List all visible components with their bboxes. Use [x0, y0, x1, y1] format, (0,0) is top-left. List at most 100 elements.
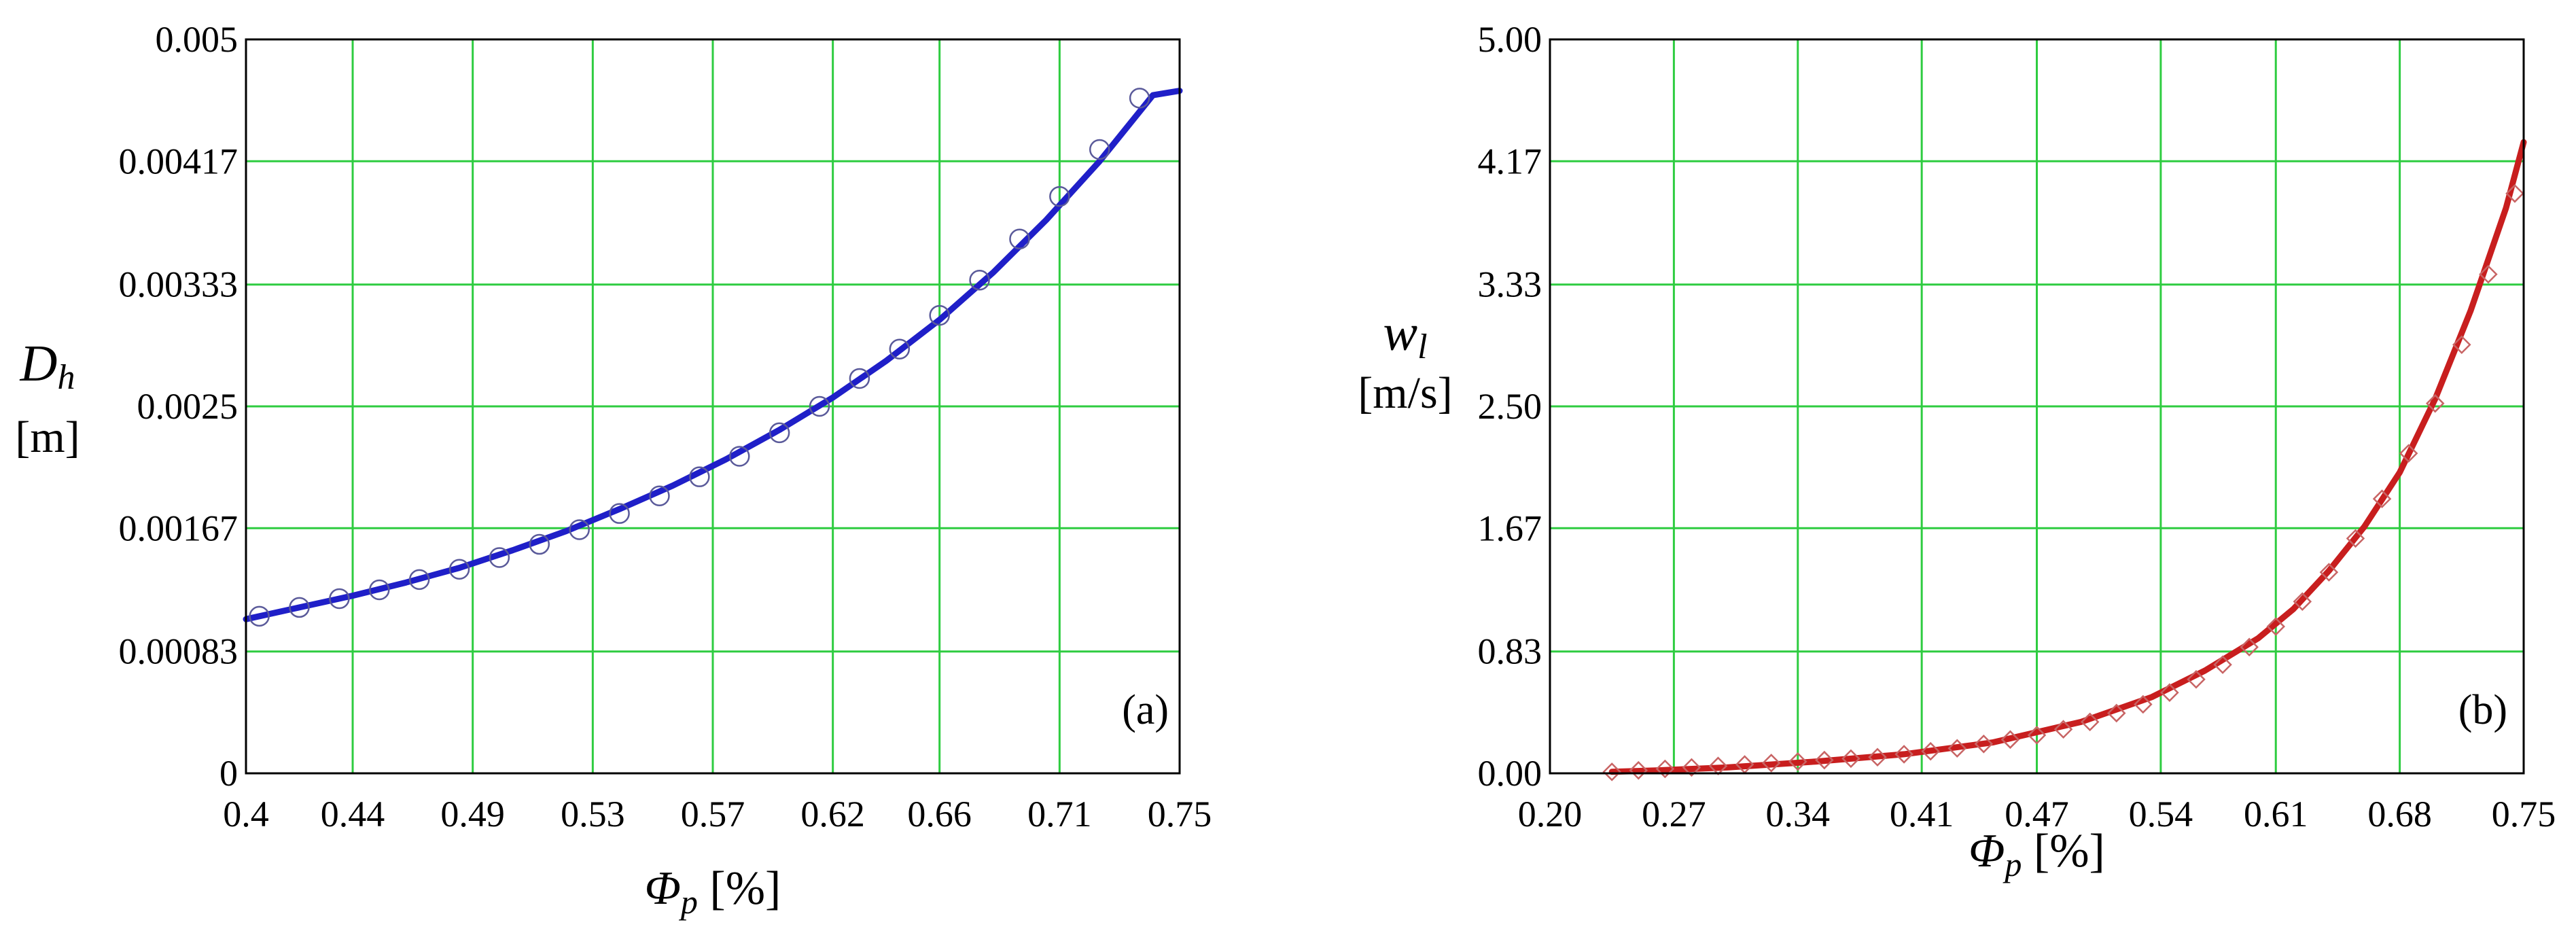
x-tick-label: 0.53 [561, 794, 625, 834]
x-tick-label: 0.4 [223, 794, 269, 834]
data-point [2319, 563, 2339, 582]
data-point [2106, 703, 2126, 723]
data-point [289, 597, 310, 618]
data-point [2452, 335, 2471, 355]
x-axis-label: Φp [%] [645, 862, 781, 921]
x-tick-label: 0.34 [1766, 794, 1831, 834]
data-point [2080, 712, 2100, 732]
data-point [1868, 747, 1887, 767]
data-point [689, 466, 710, 487]
x-tick-label: 0.66 [907, 794, 972, 834]
y-tick-label: 5.00 [1478, 19, 1542, 60]
data-point [1921, 741, 1940, 761]
data-point [2213, 655, 2232, 674]
data-point [2134, 694, 2153, 714]
y-tick-label: 0.00167 [119, 508, 239, 548]
data-point [1815, 750, 1834, 770]
y-tick-label: 4.17 [1478, 141, 1542, 181]
y-tick-label: 0.83 [1478, 631, 1542, 672]
y-tick-label: 0.00 [1478, 753, 1542, 794]
data-point [849, 368, 870, 389]
y-axis-label: wl [1383, 304, 1427, 366]
data-point [1602, 762, 1621, 781]
data-point [649, 485, 670, 507]
data-point [448, 559, 470, 580]
data-point [569, 519, 590, 540]
x-axis-label: Φp [%] [1969, 825, 2105, 883]
data-point [1655, 759, 1675, 779]
x-tick-label: 0.41 [1890, 794, 1954, 834]
data-point [369, 579, 390, 601]
data-point [1788, 752, 1807, 771]
y-tick-label: 3.33 [1478, 264, 1542, 305]
series-line [243, 88, 1183, 622]
x-tick-label: 0.75 [1148, 794, 1212, 834]
data-point [2399, 444, 2418, 463]
y-axis-unit: [m/s] [1358, 368, 1452, 418]
data-point [2479, 264, 2498, 284]
data-point [1974, 735, 1994, 754]
x-tick-label: 0.27 [1642, 794, 1706, 834]
data-point [2187, 669, 2206, 689]
data-point [1682, 758, 1701, 777]
data-point [2053, 720, 2073, 739]
data-point [2372, 489, 2392, 508]
chart-panel-a: 0 0.00083 0.00167 0.0025 0.00333 0.00417 0.005… [15, 19, 1212, 921]
data-point [1089, 139, 1110, 160]
y-tick-label: 0.005 [156, 19, 239, 60]
x-tick-label: 0.71 [1027, 794, 1092, 834]
data-point [408, 569, 430, 591]
panel-label: (b) [2458, 687, 2507, 733]
data-point [2027, 726, 2047, 745]
data-point [929, 304, 950, 326]
x-tick-label: 0.49 [440, 794, 505, 834]
data-point [969, 269, 990, 291]
x-tick-label: 0.20 [1518, 794, 1583, 834]
x-tick-label: 0.57 [681, 794, 745, 834]
panel-label: (a) [1122, 687, 1169, 733]
data-point [249, 605, 270, 627]
data-point [2000, 730, 2020, 750]
data-point [529, 533, 550, 555]
y-tick-label: 0.00083 [119, 631, 239, 672]
data-point [1009, 228, 1030, 250]
data-point [489, 547, 510, 568]
data-point [2160, 683, 2179, 702]
x-tick-label: 0.68 [2367, 794, 2432, 834]
x-tick-label: 0.62 [800, 794, 865, 834]
y-tick-label: 0.00333 [119, 264, 239, 305]
x-tick-label: 0.47 [2005, 794, 2069, 834]
data-point [729, 446, 750, 467]
x-tick-label: 0.44 [321, 794, 385, 834]
data-point [2505, 184, 2524, 203]
x-tick-label: 0.54 [2129, 794, 2193, 834]
data-point [2425, 393, 2445, 413]
y-tick-label: 0 [219, 753, 238, 794]
y-tick-label: 0.0025 [137, 386, 239, 427]
data-point [1129, 88, 1150, 109]
data-point [1629, 760, 1648, 780]
data-point [769, 422, 790, 444]
data-point [2240, 637, 2259, 657]
x-tick-label: 0.61 [2244, 794, 2308, 834]
data-point [609, 503, 630, 524]
plot-frame [1549, 38, 2525, 775]
data-point [2266, 617, 2286, 636]
y-axis-label: Dh [20, 335, 75, 397]
data-point [1947, 739, 1967, 758]
x-tick-label: 0.75 [2492, 794, 2556, 834]
data-point [1049, 186, 1070, 207]
y-axis-unit: [m] [15, 412, 80, 462]
data-point [1841, 749, 1860, 769]
data-point [1894, 745, 1913, 764]
y-tick-label: 1.67 [1478, 508, 1542, 548]
data-point [329, 588, 350, 610]
plot-frame [245, 38, 1181, 775]
y-tick-label: 0.00417 [119, 141, 239, 181]
data-point [809, 395, 830, 417]
data-point [889, 338, 911, 360]
data-point [2346, 529, 2365, 548]
data-point [2293, 592, 2312, 612]
data-point [1761, 754, 1781, 773]
y-tick-label: 2.50 [1478, 386, 1542, 427]
